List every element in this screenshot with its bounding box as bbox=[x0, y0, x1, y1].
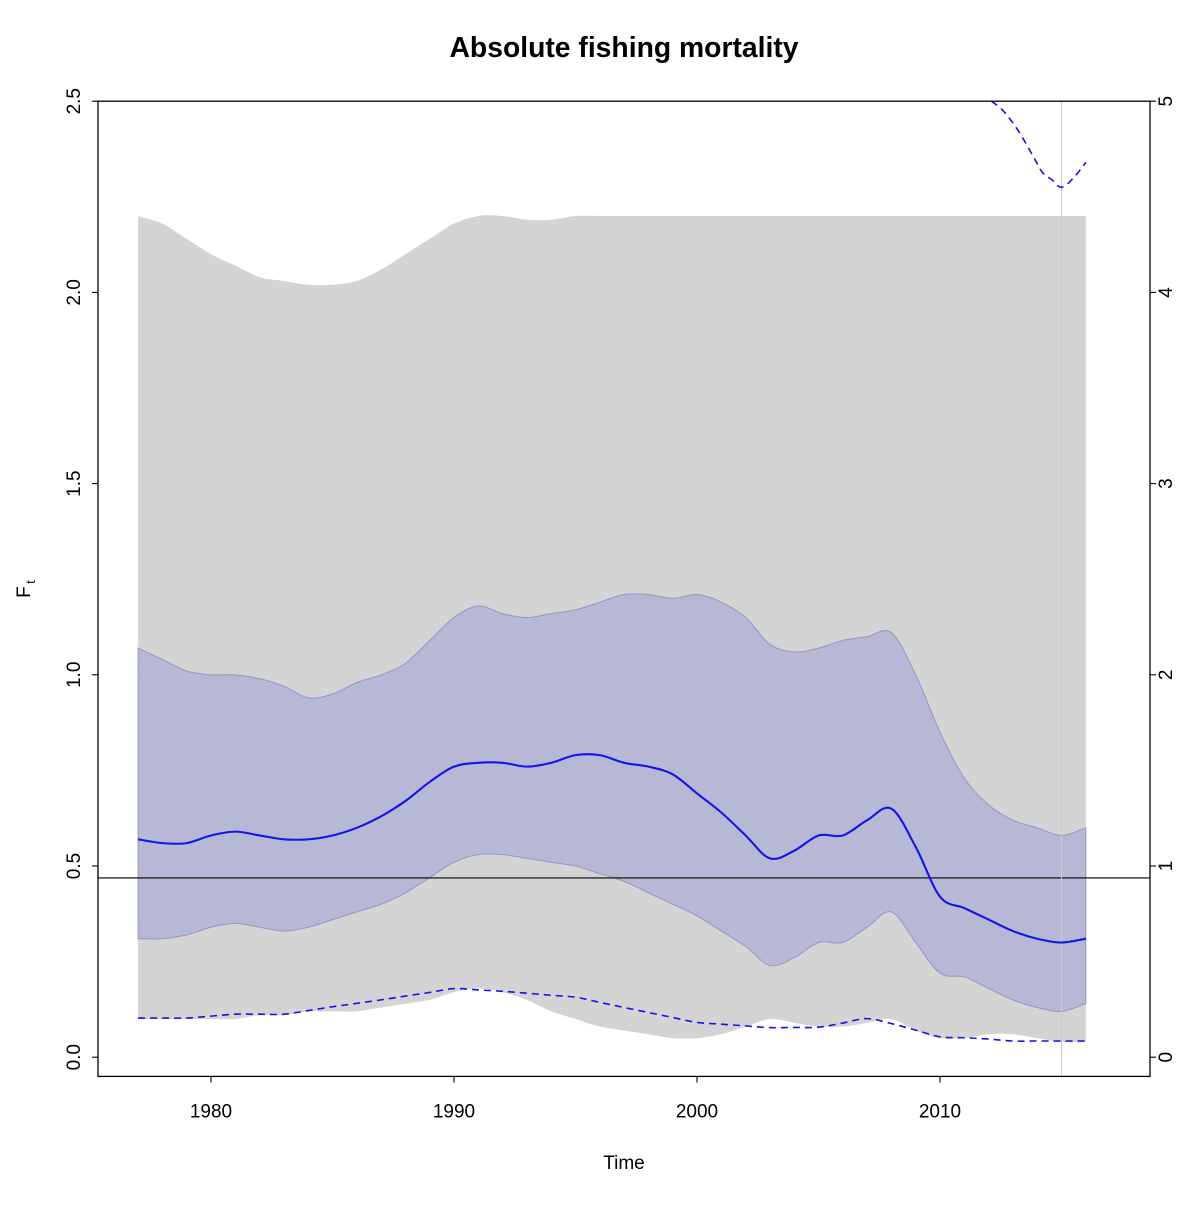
svg-text:2.5: 2.5 bbox=[64, 88, 85, 114]
svg-text:3: 3 bbox=[1156, 478, 1177, 489]
svg-text:0: 0 bbox=[1156, 1052, 1177, 1063]
svg-text:2010: 2010 bbox=[919, 1102, 961, 1123]
svg-text:2000: 2000 bbox=[676, 1102, 718, 1123]
svg-text:4: 4 bbox=[1156, 287, 1177, 298]
svg-text:F: F bbox=[14, 586, 35, 598]
svg-text:2.0: 2.0 bbox=[64, 279, 85, 305]
svg-text:1.5: 1.5 bbox=[64, 470, 85, 496]
svg-text:1990: 1990 bbox=[433, 1102, 475, 1123]
svg-text:5: 5 bbox=[1156, 96, 1177, 107]
svg-text:0.5: 0.5 bbox=[64, 853, 85, 879]
svg-text:0.0: 0.0 bbox=[64, 1044, 85, 1070]
svg-text:Time: Time bbox=[603, 1153, 645, 1174]
svg-text:1.0: 1.0 bbox=[64, 662, 85, 688]
svg-text:1: 1 bbox=[1156, 861, 1177, 872]
svg-text:2: 2 bbox=[1156, 670, 1177, 681]
svg-text:t: t bbox=[23, 580, 38, 584]
svg-text:Absolute fishing mortality: Absolute fishing mortality bbox=[449, 31, 798, 63]
svg-text:1980: 1980 bbox=[190, 1102, 232, 1123]
